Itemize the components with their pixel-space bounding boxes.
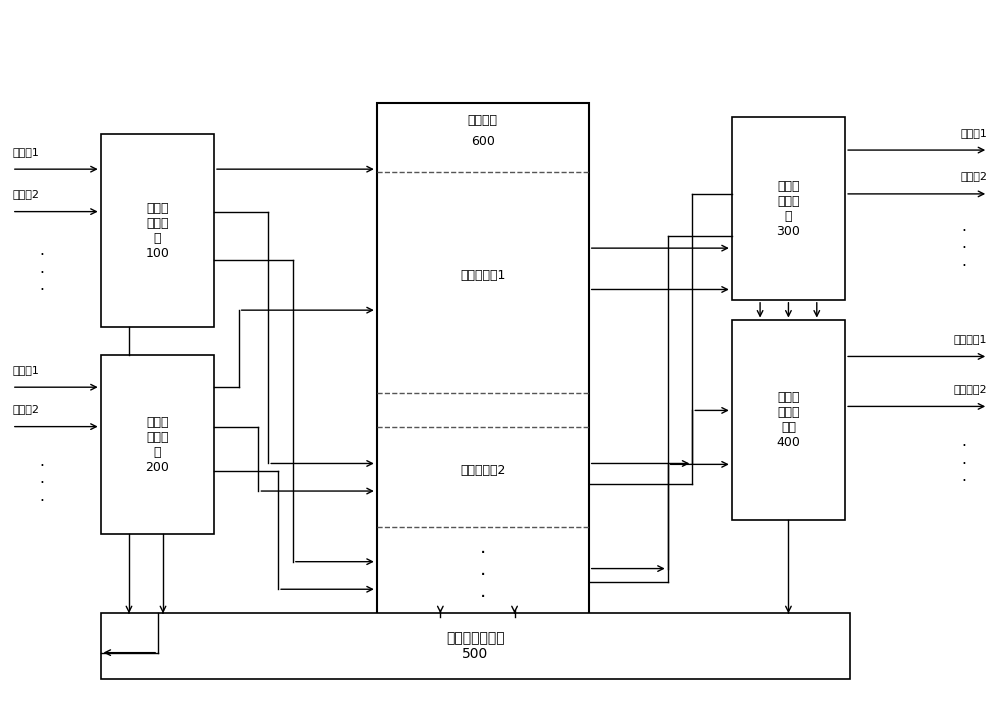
Text: ·
·
·: · · ·: [39, 459, 44, 509]
Text: ·
·
·: · · ·: [480, 544, 486, 607]
Text: 写数据1: 写数据1: [13, 365, 40, 375]
Text: 写地址2: 写地址2: [13, 189, 40, 199]
Text: 输出数
据控制
模块
400: 输出数 据控制 模块 400: [776, 392, 800, 449]
Text: 标识位控制模块
500: 标识位控制模块 500: [446, 631, 505, 662]
Text: 读地址
译码模
块
300: 读地址 译码模 块 300: [776, 179, 800, 238]
Text: 写地址
译码模
块
100: 写地址 译码模 块 100: [145, 202, 169, 260]
Text: ·
·
·: · · ·: [961, 224, 966, 273]
Text: 写数据
译码模
块
200: 写数据 译码模 块 200: [145, 415, 169, 474]
Text: 写地址1: 写地址1: [13, 147, 40, 157]
Bar: [101, 355, 214, 534]
Bar: [101, 134, 214, 328]
Bar: [377, 103, 589, 617]
Text: 600: 600: [471, 135, 495, 148]
Bar: [732, 321, 845, 520]
Bar: [101, 613, 850, 679]
Text: ·
·
·: · · ·: [39, 248, 44, 298]
Text: 输出数据2: 输出数据2: [954, 384, 987, 394]
Text: 读地址1: 读地址1: [960, 128, 987, 138]
Text: 通用存储器2: 通用存储器2: [460, 464, 505, 477]
Text: 读地址2: 读地址2: [960, 172, 987, 181]
Text: 通用存储器1: 通用存储器1: [460, 269, 505, 282]
Text: ·
·
·: · · ·: [961, 439, 966, 489]
Text: 写数据2: 写数据2: [13, 404, 40, 414]
Bar: [732, 117, 845, 299]
Text: 存储器组: 存储器组: [468, 114, 498, 127]
Text: 输出数据1: 输出数据1: [954, 334, 987, 344]
